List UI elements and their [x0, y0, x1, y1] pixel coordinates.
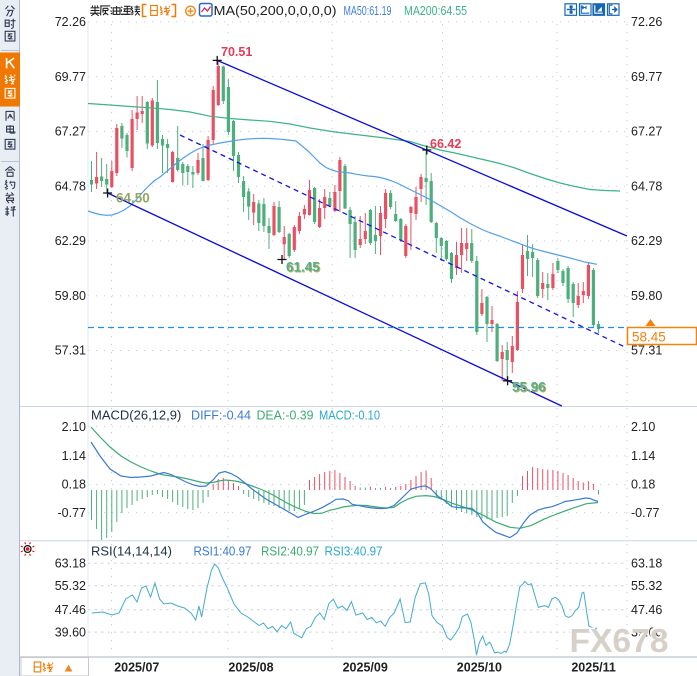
svg-text:64.78: 64.78 — [55, 180, 86, 194]
svg-text:69.77: 69.77 — [631, 70, 662, 84]
svg-text:57.31: 57.31 — [55, 344, 86, 358]
svg-text:2.10: 2.10 — [62, 420, 86, 434]
svg-text:70.51: 70.51 — [221, 45, 252, 59]
svg-text:2025/10: 2025/10 — [457, 661, 502, 675]
svg-text:72.26: 72.26 — [631, 15, 662, 29]
svg-text:0.18: 0.18 — [631, 478, 655, 492]
svg-text:62.29: 62.29 — [55, 234, 86, 248]
svg-text:MACD:-0.10: MACD:-0.10 — [319, 408, 380, 423]
svg-text:59.80: 59.80 — [55, 289, 86, 303]
svg-text:2025/11: 2025/11 — [571, 661, 616, 675]
svg-text:72.26: 72.26 — [55, 15, 86, 29]
svg-text:1.14: 1.14 — [62, 449, 86, 463]
svg-text:67.27: 67.27 — [631, 125, 662, 139]
svg-text:69.77: 69.77 — [55, 70, 86, 84]
svg-text:2025/07: 2025/07 — [114, 661, 159, 675]
svg-text:64.78: 64.78 — [631, 180, 662, 194]
svg-text:RSI3:40.97: RSI3:40.97 — [325, 544, 383, 559]
svg-text:MACD(26,12,9): MACD(26,12,9) — [91, 408, 181, 423]
svg-text:RSI1:40.97: RSI1:40.97 — [194, 544, 252, 559]
svg-text:0.18: 0.18 — [62, 478, 86, 492]
svg-text:59.80: 59.80 — [631, 289, 662, 303]
svg-text:39.60: 39.60 — [631, 625, 662, 639]
svg-text:63.18: 63.18 — [631, 556, 662, 570]
svg-text:-0.77: -0.77 — [631, 506, 660, 520]
svg-text:2025/08: 2025/08 — [228, 661, 273, 675]
svg-text:FX678: FX678 — [570, 622, 669, 659]
svg-text:-0.77: -0.77 — [58, 506, 87, 520]
svg-text:67.27: 67.27 — [55, 125, 86, 139]
svg-text:61.45: 61.45 — [286, 260, 320, 275]
svg-text:58.45: 58.45 — [632, 330, 666, 345]
svg-text:39.60: 39.60 — [55, 625, 86, 639]
svg-text:47.46: 47.46 — [631, 603, 662, 617]
svg-text:1.14: 1.14 — [631, 449, 655, 463]
svg-text:55.32: 55.32 — [631, 579, 662, 593]
svg-text:55.32: 55.32 — [55, 579, 86, 593]
svg-text:MA200:64.55: MA200:64.55 — [404, 3, 467, 18]
svg-text:57.31: 57.31 — [631, 344, 662, 358]
svg-text:DEA:-0.39: DEA:-0.39 — [257, 408, 314, 423]
svg-text:64.50: 64.50 — [116, 191, 150, 206]
svg-text:RSI2:40.97: RSI2:40.97 — [261, 544, 319, 559]
svg-text:MA(50,200,0,0,0,0): MA(50,200,0,0,0,0) — [214, 3, 337, 18]
svg-text:2025/09: 2025/09 — [343, 661, 388, 675]
svg-text:DIFF:-0.44: DIFF:-0.44 — [191, 408, 251, 423]
svg-text:63.18: 63.18 — [55, 556, 86, 570]
svg-text:RSI(14,14,14): RSI(14,14,14) — [91, 544, 172, 559]
svg-text:2.10: 2.10 — [631, 420, 655, 434]
svg-text:FX678: FX678 — [568, 621, 667, 658]
svg-text:62.29: 62.29 — [631, 234, 662, 248]
svg-text:55.96: 55.96 — [512, 380, 546, 395]
svg-text:66.42: 66.42 — [430, 137, 461, 151]
svg-text:MA50:61.19: MA50:61.19 — [344, 3, 392, 18]
svg-text:47.46: 47.46 — [55, 603, 86, 617]
